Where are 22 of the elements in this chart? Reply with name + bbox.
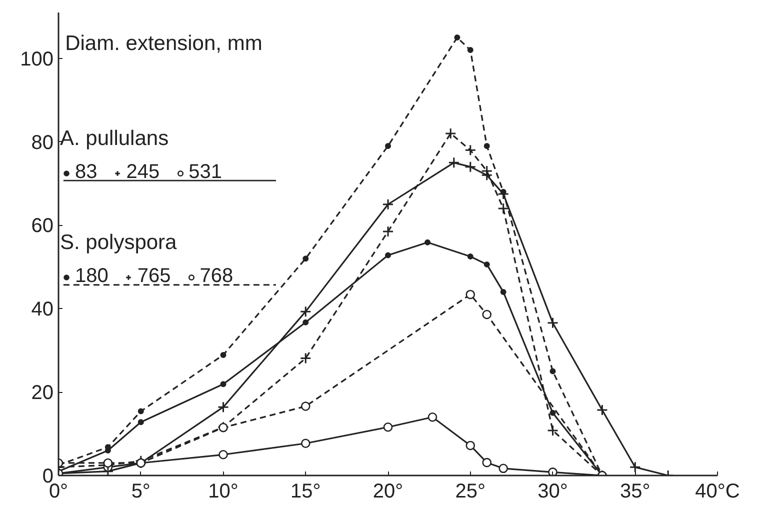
y-tick-label: 20 [31, 382, 54, 404]
x-tick-label: 30° [538, 480, 568, 502]
legend-label: 83 [75, 161, 98, 184]
x-tick-label: 25° [455, 480, 486, 502]
legend-label: 765 [137, 265, 171, 288]
legend-label: 245 [126, 161, 160, 184]
x-tick-label: 5° [131, 480, 150, 502]
x-tick-label: 15° [290, 480, 321, 502]
y-tick-label: 100 [20, 48, 54, 70]
y-tick-label: 40 [31, 298, 54, 321]
legend-label: 768 [200, 265, 234, 288]
legend-label: 180 [75, 265, 108, 288]
y-tick-label: 60 [31, 215, 54, 238]
x-tick-label: 10° [208, 480, 238, 502]
x-tick-label: 35° [620, 480, 650, 502]
x-tick-label: 40°C [695, 480, 740, 502]
annotation: A. pullulans [60, 127, 170, 151]
y-tick-label: 80 [31, 132, 54, 154]
legend-label: 531 [188, 161, 222, 184]
y-axis-title: Diam. extension, mm [65, 32, 262, 55]
annotation: S. polyspora [60, 231, 178, 255]
x-tick-label: 20° [372, 480, 404, 502]
